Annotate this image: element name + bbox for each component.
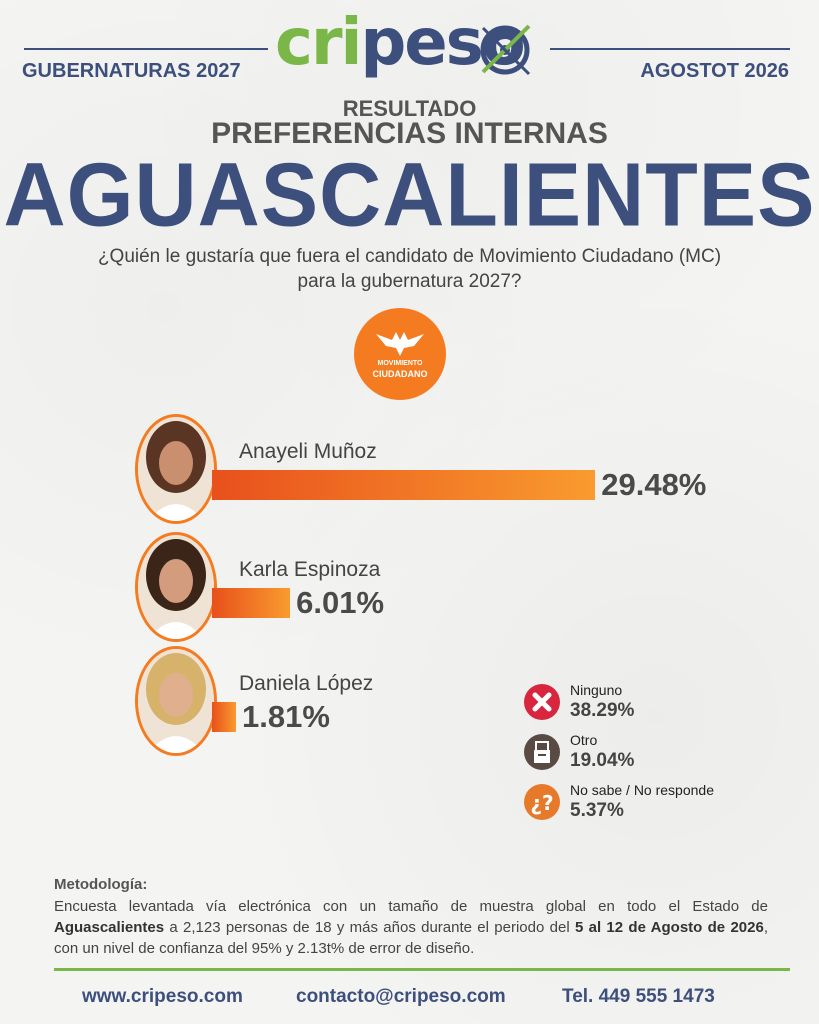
mc-logo-line2: CIUDADANO xyxy=(372,369,428,379)
target-icon xyxy=(480,24,531,76)
candidate-name: Daniela López xyxy=(239,672,374,695)
candidate-value-label: 6.01% xyxy=(296,585,385,620)
logo-text-green: cri xyxy=(275,6,362,80)
otro-value: 19.04% xyxy=(570,750,635,771)
candidate-name: Karla Espinoza xyxy=(239,558,381,581)
question-line-1: ¿Quién le gustaría que fuera el candidat… xyxy=(97,246,722,267)
methodology-title: Metodología: xyxy=(54,876,148,893)
methodology-bold-1: Aguascalientes xyxy=(54,919,165,936)
date-label: AGOSTOT 2026 xyxy=(640,60,789,82)
candidate-name: Anayeli Muñoz xyxy=(239,440,377,463)
header-rule-right xyxy=(550,48,790,50)
candidate-bar xyxy=(212,588,291,618)
methodology-text-1: Encuesta levantada vía electrónica con u… xyxy=(54,898,768,915)
otro-label: Otro xyxy=(570,732,598,748)
ninguno-label: Ninguno xyxy=(570,682,623,698)
question-mark-icon: ¿? xyxy=(524,784,560,820)
question-line-2: para la gubernatura 2027? xyxy=(297,271,522,292)
footer-website[interactable]: www.cripeso.com xyxy=(82,986,243,1007)
movimiento-ciudadano-logo: MOVIMIENTO CIUDADANO xyxy=(354,308,446,400)
methodology-bold-2: 5 al 12 de Agosto de 2026 xyxy=(574,919,764,936)
x-mark-icon xyxy=(524,684,560,720)
survey-question: ¿Quién le gustaría que fuera el candidat… xyxy=(40,244,779,294)
cripeso-logo: cripeso xyxy=(275,6,537,90)
candidate-value-label: 29.48% xyxy=(601,467,707,502)
footer-divider xyxy=(54,968,790,971)
resultado-title: RESULTADO xyxy=(342,96,477,121)
methodology-text: Encuesta levantada vía electrónica con u… xyxy=(54,896,768,959)
candidate-photo xyxy=(135,414,217,524)
candidate-value-label: 1.81% xyxy=(242,699,330,734)
methodology-text-2: a 2,123 personas de 18 y más años durant… xyxy=(164,919,575,936)
footer-email[interactable]: contacto@cripeso.com xyxy=(296,986,506,1007)
candidate-photo xyxy=(135,646,217,756)
state-title: AGUASCALIENTES xyxy=(3,144,816,246)
mc-logo-line1: MOVIMIENTO xyxy=(377,360,423,367)
nosabe-label: No sabe / No responde xyxy=(570,782,714,798)
candidate-bar xyxy=(212,702,236,732)
gubernaturas-label: GUBERNATURAS 2027 xyxy=(22,60,241,82)
footer-phone[interactable]: Tel. 449 555 1473 xyxy=(562,986,715,1007)
candidate-bar xyxy=(212,470,596,500)
ballot-box-icon xyxy=(524,734,560,770)
nosabe-value: 5.37% xyxy=(570,800,624,821)
methodology-text-3: , con un nivel de confianza del 95% y 2.… xyxy=(54,919,768,957)
eagle-icon xyxy=(376,332,424,356)
candidate-photo xyxy=(135,532,217,642)
preferencias-title: PREFERENCIAS INTERNAS xyxy=(211,117,608,150)
header-rule-left xyxy=(24,48,268,50)
svg-text:¿?: ¿? xyxy=(530,791,553,815)
ninguno-value: 38.29% xyxy=(570,700,635,721)
